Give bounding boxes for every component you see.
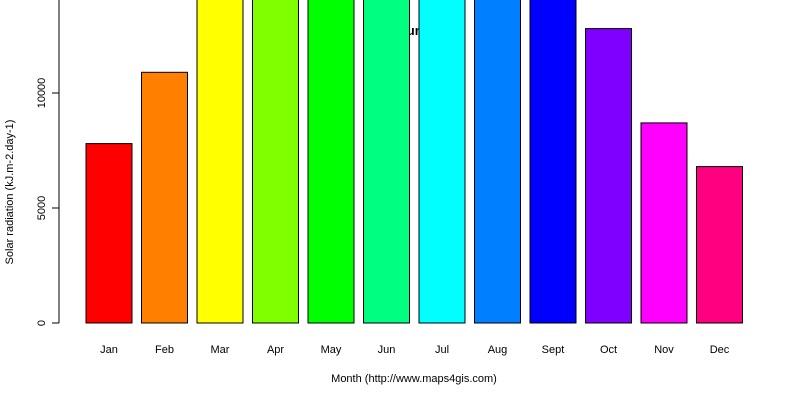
bar-feb [141, 71, 188, 324]
x-tick-label: Nov [654, 344, 674, 356]
bar-jan [85, 143, 133, 324]
x-tick-label: Apr [267, 344, 284, 356]
bar-oct [585, 28, 632, 324]
y-axis: 05000100001500020000 [36, 0, 60, 326]
bar-mar [196, 0, 244, 324]
x-tick-label: Jan [100, 344, 118, 356]
y-tick-label: 5000 [36, 196, 48, 220]
bar-dec [696, 166, 743, 324]
bar-jul [418, 0, 466, 324]
x-tick-label: Oct [600, 344, 617, 356]
x-tick-labels: Jan Feb Mar Apr May Jun Jul Aug Sept Oct Nov Dec [100, 344, 730, 356]
y-tick-label: 10000 [36, 78, 48, 109]
bars-group [85, 0, 743, 324]
y-tick-label: 0 [36, 320, 48, 326]
bar-apr [252, 0, 299, 324]
x-tick-label: Sept [542, 344, 565, 356]
x-tick-label: Jun [378, 344, 396, 356]
x-axis-label: Month (http://www.maps4gis.com) [331, 373, 497, 385]
bar-aug [474, 0, 521, 324]
x-tick-label: Jul [435, 344, 449, 356]
bar-nov [640, 122, 688, 324]
bar-sept [529, 0, 577, 324]
x-tick-label: Feb [155, 344, 174, 356]
bar-jun [363, 0, 410, 324]
x-tick-label: Aug [488, 344, 508, 356]
x-tick-label: Mar [211, 344, 230, 356]
x-tick-label: Dec [710, 344, 730, 356]
y-axis-label: Solar radiation (kJ.m-2.day-1) [4, 120, 16, 265]
bar-may [307, 0, 355, 324]
x-tick-label: May [321, 344, 342, 356]
